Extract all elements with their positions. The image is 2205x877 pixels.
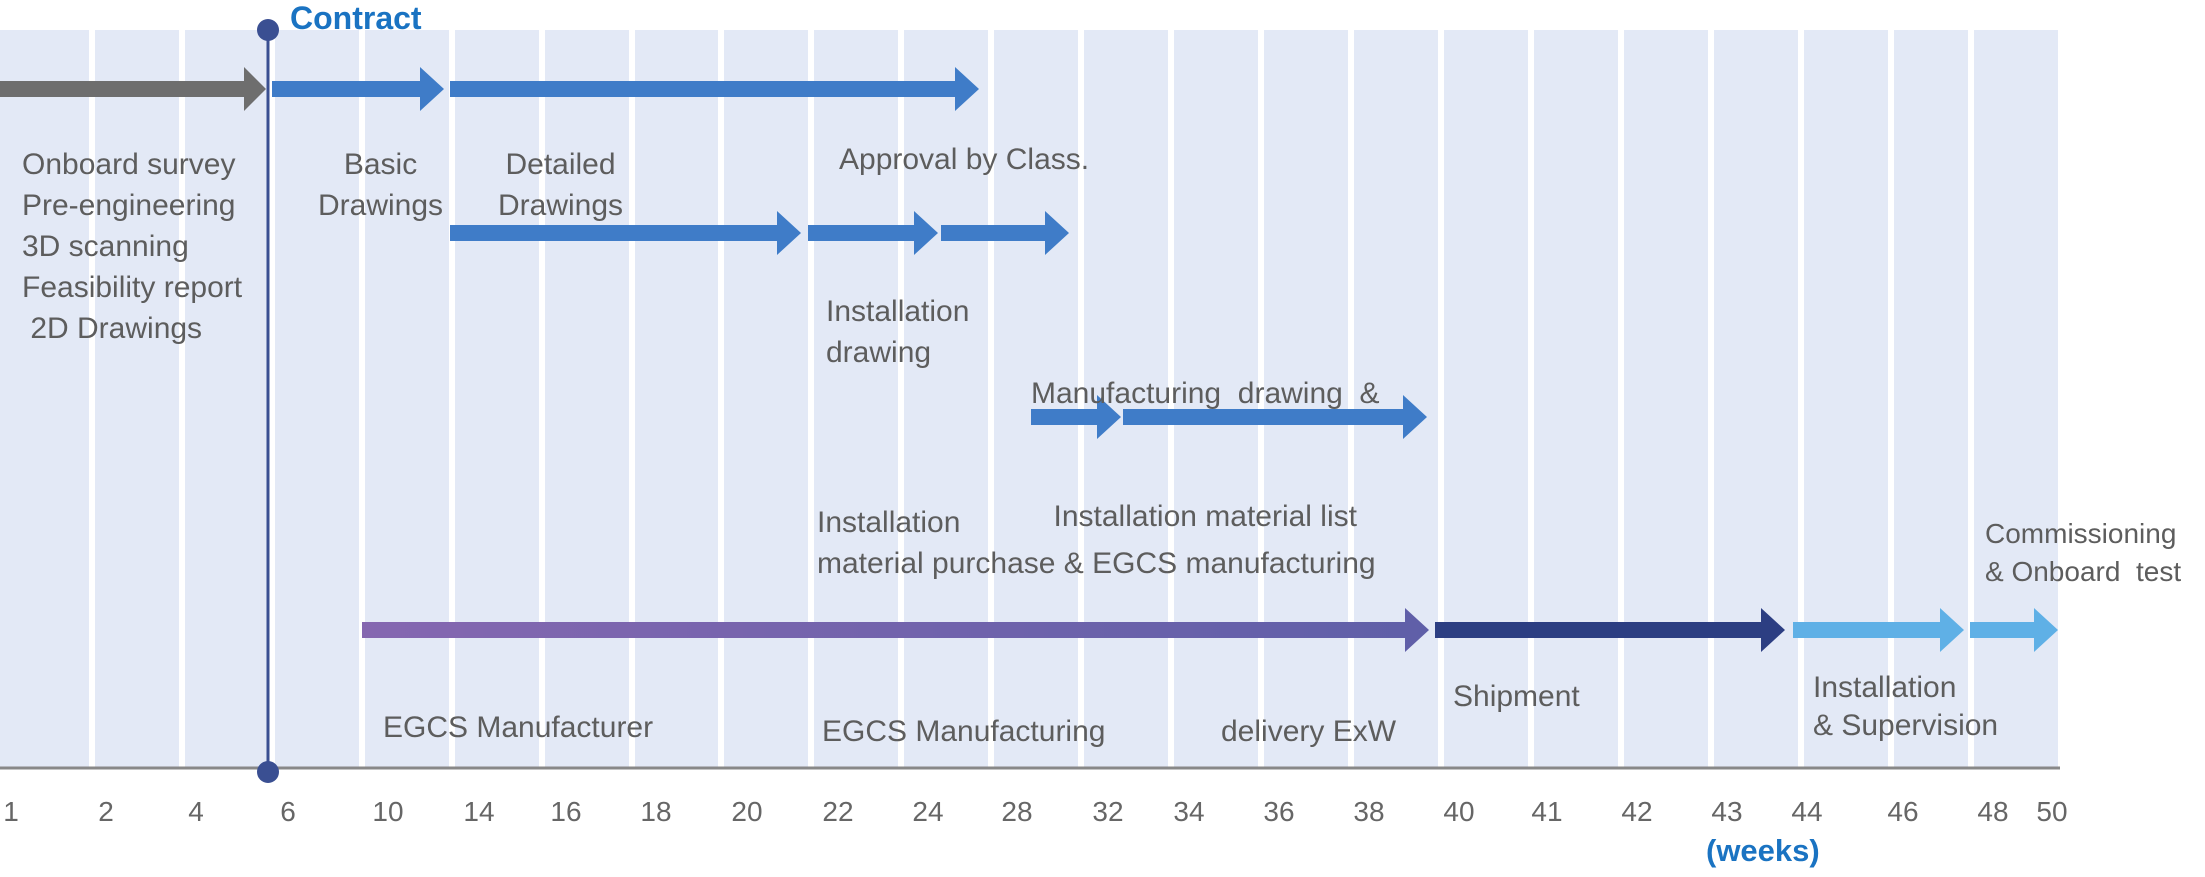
axis-tick-label: 16	[550, 796, 582, 827]
week-column-divider	[988, 30, 994, 768]
axis-tick-label: 48	[1977, 796, 2009, 827]
timeline-background	[0, 30, 2058, 768]
commissioning-label: Commissioning & Onboard test	[1985, 515, 2181, 591]
shipment-label: Shipment	[1453, 680, 1580, 713]
detailed-drawings-arrow	[450, 211, 801, 255]
manufacturing-drawing-label: Manufacturing drawing & Installation mat…	[1031, 291, 1380, 619]
week-column-divider	[1348, 30, 1354, 768]
approval-by-class-label: Approval by Class.	[839, 143, 1090, 176]
label-line: Installation	[826, 295, 970, 328]
shipment-arrow	[1435, 608, 1785, 652]
commissioning-arrow	[1970, 608, 2058, 652]
label-line: Onboard survey	[22, 148, 236, 181]
week-column-divider	[629, 30, 635, 768]
axis-tick-label: 40	[1443, 796, 1475, 827]
week-column-divider	[1708, 30, 1714, 768]
label-line: Drawings	[498, 189, 624, 222]
label-line: Installation	[817, 506, 961, 539]
installation-supervision-arrow	[1793, 608, 1964, 652]
axis-tick-label: 2	[98, 796, 114, 827]
axis-tick-label: 20	[731, 796, 763, 827]
axis-tick-label: 18	[640, 796, 672, 827]
axis-tick-label: 1	[3, 796, 19, 827]
axis-tick-label: 42	[1621, 796, 1653, 827]
week-column-divider	[1168, 30, 1174, 768]
week-column-divider	[1888, 30, 1894, 768]
week-column-divider	[89, 30, 95, 768]
label-line: Feasibility report	[22, 271, 243, 304]
approval-second-arrow	[941, 211, 1069, 255]
egcs-manufacturing-arrow	[362, 608, 1429, 652]
label-line: Detailed	[505, 148, 616, 181]
label-line: Installation material list	[1053, 500, 1357, 533]
label-line: Commissioning	[1985, 518, 2177, 549]
axis-tick-label: 6	[280, 796, 296, 827]
material-purchase-label: Installation material purchase & EGCS ma…	[817, 502, 1376, 584]
week-column-divider	[269, 30, 275, 768]
axis-tick-label: 43	[1711, 796, 1743, 827]
axis-tick-label: 24	[912, 796, 944, 827]
label-line: & Supervision	[1813, 709, 1999, 742]
week-column-divider	[1258, 30, 1264, 768]
week-column-dividers	[89, 30, 1974, 768]
label-line: Manufacturing drawing &	[1031, 377, 1380, 410]
contract-milestone-bottom-dot	[257, 761, 279, 783]
week-column-divider	[1968, 30, 1974, 768]
label-line: drawing	[826, 336, 932, 369]
week-column-divider	[1528, 30, 1534, 768]
axis-tick-label: 10	[372, 796, 404, 827]
axis-tick-label: 28	[1001, 796, 1033, 827]
week-column-divider	[808, 30, 814, 768]
week-column-divider	[449, 30, 455, 768]
installation-drawing-arrow	[808, 211, 938, 255]
label-line: Drawings	[318, 189, 444, 222]
axis-tick-label: 44	[1791, 796, 1823, 827]
label-line: material purchase & EGCS manufacturing	[817, 547, 1376, 580]
label-line: Pre-engineering	[22, 189, 236, 222]
label-line: & Onboard test	[1985, 556, 2182, 587]
axis-unit-label: (weeks)	[1706, 833, 1820, 868]
week-column-divider	[539, 30, 545, 768]
week-column-divider	[898, 30, 904, 768]
axis-tick-label: 4	[188, 796, 204, 827]
installation-supervision-label: Installation & Supervision	[1813, 669, 1998, 745]
label-line: Installation	[1813, 671, 1957, 704]
week-column-divider	[718, 30, 724, 768]
label-line: 2D Drawings	[22, 312, 203, 345]
axis-tick-label: 50	[2036, 796, 2068, 827]
contract-milestone-top-dot	[257, 19, 279, 41]
axis-tick-label: 32	[1092, 796, 1124, 827]
egcs-manufacturer-label: EGCS Manufacturer	[383, 711, 654, 744]
egcs-manufacturing-label: EGCS Manufacturing	[822, 715, 1106, 748]
week-column-divider	[179, 30, 185, 768]
installation-material-list-arrow	[1123, 395, 1427, 439]
axis-tick-label: 34	[1173, 796, 1205, 827]
week-column-divider	[1798, 30, 1804, 768]
onboard-survey-label: Onboard survey Pre-engineering 3D scanni…	[22, 144, 242, 349]
delivery-exw-label: delivery ExW	[1221, 715, 1397, 748]
axis-tick-label: 38	[1353, 796, 1385, 827]
contract-milestone-label: Contract	[290, 0, 422, 36]
detailed-drawings-label: Detailed Drawings	[498, 144, 623, 226]
week-column-divider	[1078, 30, 1084, 768]
label-line: 3D scanning	[22, 230, 189, 263]
axis-tick-label: 36	[1263, 796, 1295, 827]
week-column-divider	[359, 30, 365, 768]
basic-drawings-arrow	[272, 67, 444, 111]
manufacturing-drawing-arrow	[1031, 395, 1121, 439]
axis-tick-label: 41	[1531, 796, 1563, 827]
phase-arrows	[0, 67, 2058, 652]
installation-drawing-label: Installation drawing	[826, 291, 969, 373]
label-line: Basic	[343, 148, 418, 181]
basic-drawings-label: Basic Drawings	[318, 144, 443, 226]
approval-arrow	[450, 67, 979, 111]
week-column-divider	[1618, 30, 1624, 768]
axis-tick-label: 14	[463, 796, 495, 827]
week-column-divider	[1438, 30, 1444, 768]
axis-tick-label: 22	[822, 796, 854, 827]
pre-contract-arrow	[0, 67, 266, 111]
axis-tick-label: 46	[1887, 796, 1919, 827]
